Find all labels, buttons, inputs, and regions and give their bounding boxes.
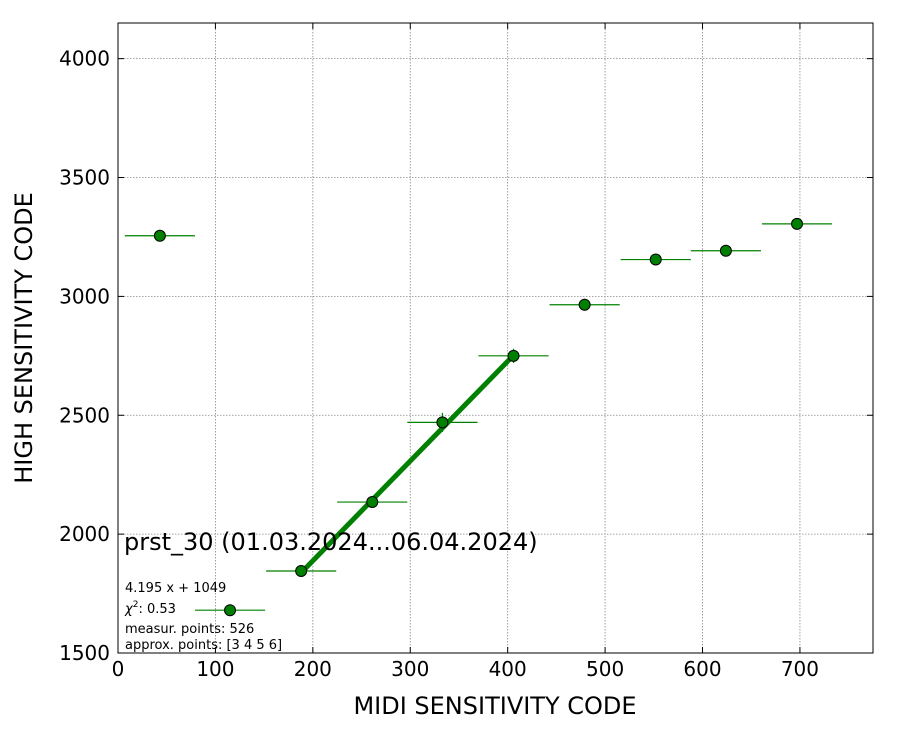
data-point xyxy=(337,496,408,509)
data-point xyxy=(620,253,691,266)
x-tick-label: 200 xyxy=(294,657,332,681)
x-tick-label: 100 xyxy=(196,657,234,681)
point-marker xyxy=(366,496,379,509)
x-tick-label: 0 xyxy=(112,657,125,681)
fit-line-group xyxy=(299,353,516,575)
point-marker xyxy=(436,416,449,429)
point-marker xyxy=(224,604,237,617)
x-axis-title: MIDI SENSITIVITY CODE xyxy=(353,692,636,720)
y-tick-label: 1500 xyxy=(59,641,110,665)
dataset-label: prst_30 (01.03.2024...06.04.2024) xyxy=(124,528,538,556)
y-axis-title: HIGH SENSITIVITY CODE xyxy=(10,192,38,484)
x-tick-label: 600 xyxy=(683,657,721,681)
data-points-group xyxy=(124,217,833,617)
point-marker xyxy=(507,349,520,362)
data-point xyxy=(549,298,620,311)
y-tick-label: 2000 xyxy=(59,522,110,546)
data-point xyxy=(266,564,337,577)
y-tick-label: 4000 xyxy=(59,47,110,71)
point-marker xyxy=(578,298,591,311)
fit-equation-label: 4.195 x + 1049 xyxy=(125,581,226,596)
point-marker xyxy=(791,217,804,230)
data-point xyxy=(761,217,833,230)
x-tick-label: 400 xyxy=(489,657,527,681)
fit-line xyxy=(299,353,516,575)
data-point xyxy=(194,604,266,617)
grid-lines xyxy=(118,23,873,653)
point-marker xyxy=(295,564,308,577)
y-tick-label: 2500 xyxy=(59,403,110,427)
y-tick-label: 3000 xyxy=(59,284,110,308)
axis-ticks: 0 100 200 300 400 500 600 700 1500 2000 2500 3000 35… xyxy=(59,23,873,681)
data-point xyxy=(690,244,761,257)
x-tick-label: 300 xyxy=(391,657,429,681)
x-tick-label: 700 xyxy=(781,657,819,681)
approx-points-label: approx. points: [3 4 5 6] xyxy=(125,638,282,653)
point-marker xyxy=(153,229,166,242)
point-marker xyxy=(719,244,732,257)
measured-points-label: measur. points: 526 xyxy=(125,622,254,637)
data-point xyxy=(407,412,478,432)
y-tick-label: 3500 xyxy=(59,166,110,190)
chi2-value: 0.53 xyxy=(147,602,176,617)
data-point xyxy=(478,348,549,363)
chi2-label: χ2: 0.53 xyxy=(124,600,176,617)
x-tick-label: 500 xyxy=(586,657,624,681)
point-marker xyxy=(649,253,662,266)
data-point xyxy=(124,229,195,242)
plot-frame xyxy=(117,22,874,654)
